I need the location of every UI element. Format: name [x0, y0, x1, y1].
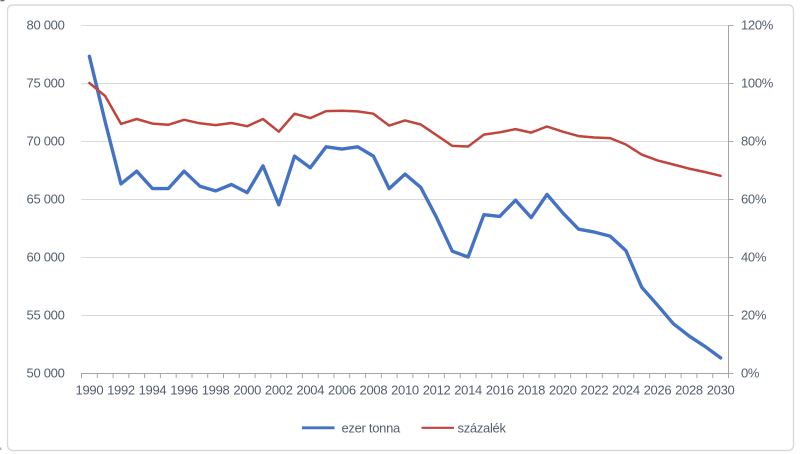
svg-text:60%: 60% — [741, 192, 767, 207]
svg-text:1992: 1992 — [107, 383, 135, 398]
svg-text:20%: 20% — [741, 308, 767, 323]
svg-text:75 000: 75 000 — [27, 76, 65, 91]
svg-text:50 000: 50 000 — [27, 366, 65, 381]
svg-text:1994: 1994 — [139, 383, 167, 398]
svg-text:1996: 1996 — [170, 383, 198, 398]
svg-text:55 000: 55 000 — [27, 308, 65, 323]
svg-text:2002: 2002 — [265, 383, 293, 398]
svg-text:százalék: százalék — [458, 421, 507, 436]
svg-text:2004: 2004 — [296, 383, 324, 398]
svg-text:2008: 2008 — [360, 383, 388, 398]
svg-text:65 000: 65 000 — [27, 192, 65, 207]
svg-text:0%: 0% — [741, 366, 760, 381]
svg-text:80%: 80% — [741, 134, 767, 149]
svg-text:2000: 2000 — [233, 383, 261, 398]
svg-text:70 000: 70 000 — [27, 134, 65, 149]
svg-text:2026: 2026 — [644, 383, 672, 398]
svg-text:2014: 2014 — [454, 383, 482, 398]
svg-text:2010: 2010 — [391, 383, 419, 398]
svg-text:100%: 100% — [741, 76, 774, 91]
svg-text:120%: 120% — [741, 18, 774, 33]
svg-text:ezer tonna: ezer tonna — [342, 421, 402, 436]
svg-text:1998: 1998 — [202, 383, 230, 398]
svg-text:80 000: 80 000 — [27, 18, 65, 33]
svg-text:2006: 2006 — [328, 383, 356, 398]
svg-text:2028: 2028 — [675, 383, 703, 398]
svg-text:2018: 2018 — [517, 383, 545, 398]
svg-text:40%: 40% — [741, 250, 767, 265]
svg-text:2030: 2030 — [707, 383, 735, 398]
svg-text:2012: 2012 — [423, 383, 451, 398]
svg-text:1990: 1990 — [76, 383, 104, 398]
svg-text:2020: 2020 — [549, 383, 577, 398]
svg-text:2016: 2016 — [486, 383, 514, 398]
svg-text:60 000: 60 000 — [27, 250, 65, 265]
svg-text:2024: 2024 — [612, 383, 640, 398]
svg-text:2022: 2022 — [581, 383, 609, 398]
